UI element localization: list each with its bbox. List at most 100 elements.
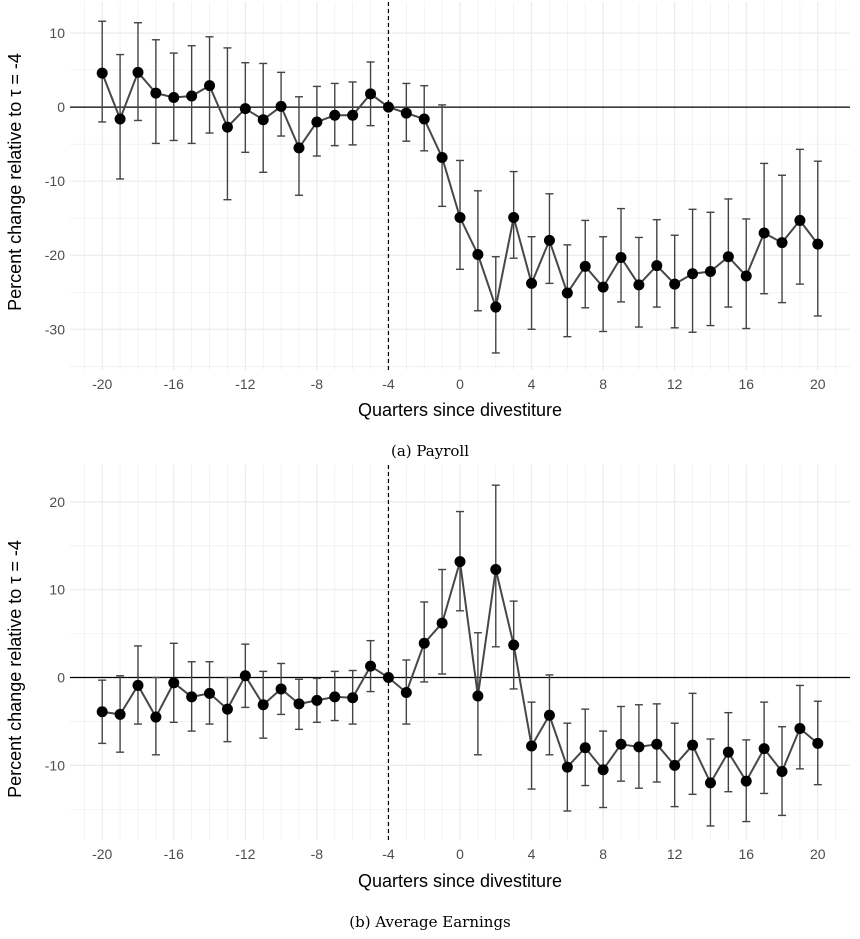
data-point	[758, 227, 770, 239]
data-point	[186, 90, 198, 102]
data-point	[436, 151, 448, 163]
data-point	[776, 237, 788, 249]
data-point	[275, 683, 287, 695]
x-tick-label: -16	[164, 376, 184, 392]
data-point	[239, 670, 251, 682]
data-point	[794, 214, 806, 226]
data-point	[722, 746, 734, 758]
data-point	[543, 709, 555, 721]
panel-a-reference-lines	[70, 2, 850, 370]
data-point	[168, 677, 180, 689]
data-point	[132, 679, 144, 691]
x-tick-label: -20	[92, 846, 112, 862]
data-point	[204, 687, 216, 699]
panel-b-y-ticks: -10 0 10 20	[45, 494, 65, 773]
data-point	[132, 66, 144, 78]
data-point	[347, 109, 359, 121]
data-point	[812, 238, 824, 250]
data-point	[669, 278, 681, 290]
x-tick-label: 16	[738, 846, 754, 862]
data-point	[96, 706, 108, 718]
data-point	[633, 279, 645, 291]
data-point	[150, 711, 162, 723]
y-tick-label: 0	[57, 670, 65, 686]
x-tick-label: -8	[311, 846, 324, 862]
data-point	[311, 116, 323, 128]
data-point	[96, 67, 108, 79]
x-tick-label: -12	[235, 846, 255, 862]
panel-a: -20 -16 -12 -8 -4 0 4 8 12 16 20 -30 -20 -10 0 10 Quar…	[5, 2, 850, 460]
data-point	[704, 266, 716, 278]
x-tick-label: 20	[810, 376, 826, 392]
data-point	[740, 270, 752, 282]
data-point	[651, 260, 663, 272]
data-point	[293, 698, 305, 710]
data-point	[186, 691, 198, 703]
data-point	[365, 88, 377, 100]
data-point	[436, 617, 448, 629]
data-point	[526, 740, 538, 752]
data-point	[472, 690, 484, 702]
data-point	[687, 268, 699, 280]
data-point	[776, 765, 788, 777]
data-point	[579, 742, 591, 754]
data-point	[204, 80, 216, 92]
panel-b: -20 -16 -12 -8 -4 0 4 8 12 16 20 -10 0 10 20 Quarters…	[5, 465, 850, 931]
x-tick-label: -12	[235, 376, 255, 392]
data-point	[275, 100, 287, 112]
data-point	[508, 211, 520, 223]
data-point	[329, 109, 341, 121]
y-tick-label: -10	[45, 173, 65, 189]
panel-a-y-ticks: -30 -20 -10 0 10	[45, 25, 65, 337]
data-point	[704, 777, 716, 789]
data-point	[508, 639, 520, 651]
data-point	[794, 722, 806, 734]
data-point	[221, 703, 233, 715]
x-tick-label: 0	[456, 376, 464, 392]
data-point	[687, 739, 699, 751]
x-tick-label: 20	[810, 846, 826, 862]
data-point	[239, 103, 251, 115]
data-point	[633, 741, 645, 753]
panel-a-x-axis-title: Quarters since divestiture	[358, 400, 562, 420]
data-point	[257, 699, 269, 711]
y-tick-label: 0	[57, 99, 65, 115]
data-point	[150, 87, 162, 99]
data-point	[221, 121, 233, 133]
x-tick-label: 12	[667, 376, 683, 392]
y-tick-label: 10	[49, 25, 65, 41]
data-point	[114, 113, 126, 125]
data-point	[311, 694, 323, 706]
x-tick-label: 12	[667, 846, 683, 862]
x-tick-label: -16	[164, 846, 184, 862]
data-point	[526, 277, 538, 289]
y-tick-label: -20	[45, 247, 65, 263]
panel-b-caption: (b) Average Earnings	[349, 913, 511, 931]
data-point	[114, 708, 126, 720]
panel-b-x-ticks: -20 -16 -12 -8 -4 0 4 8 12 16 20	[92, 846, 826, 862]
x-tick-label: -4	[382, 376, 395, 392]
panel-a-x-ticks: -20 -16 -12 -8 -4 0 4 8 12 16 20	[92, 376, 826, 392]
data-point	[758, 743, 770, 755]
x-tick-label: -20	[92, 376, 112, 392]
data-point	[400, 686, 412, 698]
x-tick-label: -8	[311, 376, 324, 392]
data-point	[561, 761, 573, 773]
data-point	[418, 113, 430, 125]
x-tick-label: 0	[456, 846, 464, 862]
data-point	[400, 107, 412, 119]
panel-a-points	[96, 66, 824, 313]
y-tick-label: 20	[49, 494, 65, 510]
panel-b-reference-lines	[70, 465, 850, 840]
data-point	[812, 737, 824, 749]
data-point	[490, 564, 502, 576]
data-point	[382, 101, 394, 113]
data-point	[168, 92, 180, 104]
data-point	[418, 637, 430, 649]
x-tick-label: 4	[528, 846, 536, 862]
data-point	[347, 692, 359, 704]
data-point	[472, 248, 484, 260]
data-point	[293, 142, 305, 154]
data-point	[579, 260, 591, 272]
